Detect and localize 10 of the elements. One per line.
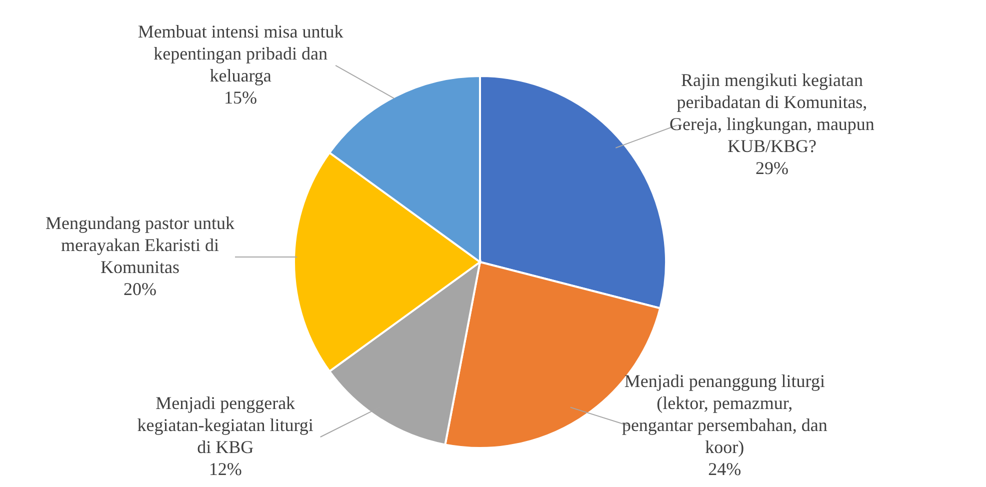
slice-label: Membuat intensi misa untuk kepentingan pribadi dan keluarga — [138, 21, 344, 86]
slice-label: Rajin mengikuti kegiatan peribadatan di Komunitas, Gereja, lingkungan, maupun KUB/KBG? — [669, 70, 874, 156]
data-label: 24% — [708, 459, 742, 479]
data-label: 12% — [208, 459, 242, 479]
data-label: 15% — [224, 87, 258, 108]
data-label: 29% — [755, 158, 788, 178]
data-label: 20% — [124, 279, 156, 299]
slice-label: Menjadi penanggung liturgi (lektor, pemazmur, pengantar persembahan, dan koor) — [622, 371, 828, 457]
slice-label: Mengundang pastor untuk merayakan Ekaristi di Komunitas — [46, 213, 234, 277]
slice-label: Menjadi penggerak kegiatan-kegiatan liturgi di KBG — [137, 393, 314, 457]
